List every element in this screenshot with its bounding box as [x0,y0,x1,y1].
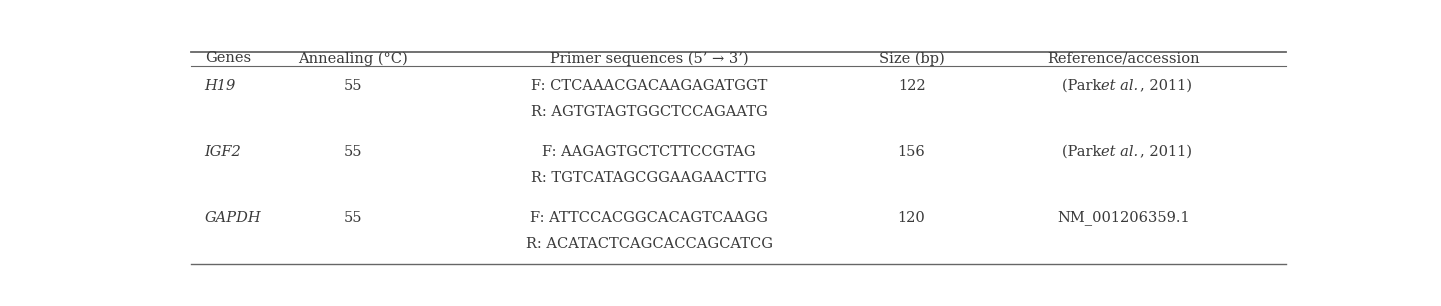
Text: 55: 55 [344,145,363,159]
Text: 122: 122 [898,79,925,93]
Text: Annealing (°C): Annealing (°C) [298,51,408,65]
Text: F: AAGAGTGCTCTTCCGTAG: F: AAGAGTGCTCTTCCGTAG [542,145,757,159]
Text: IGF2: IGF2 [205,145,242,159]
Text: R: AGTGTAGTGGCTCCAGAATG: R: AGTGTAGTGGCTCCAGAATG [530,105,768,119]
Text: et al.: et al. [1101,145,1138,159]
Text: F: ATTCCACGGCACAGTCAAGG: F: ATTCCACGGCACAGTCAAGG [530,211,768,225]
Text: et al.: et al. [1101,79,1138,93]
Text: Size (bp): Size (bp) [879,51,944,65]
Text: 55: 55 [344,79,363,93]
Text: (Park: (Park [1062,79,1107,93]
Text: Reference/accession: Reference/accession [1048,51,1200,65]
Text: R: TGTCATAGCGGAAGAACTTG: R: TGTCATAGCGGAAGAACTTG [532,171,767,185]
Text: NM_001206359.1: NM_001206359.1 [1058,211,1190,225]
Text: R: ACATACTCAGCACCAGCATCG: R: ACATACTCAGCACCAGCATCG [526,237,772,251]
Text: 156: 156 [898,145,925,159]
Text: Genes: Genes [205,51,251,65]
Text: , 2011): , 2011) [1140,79,1192,93]
Text: F: CTCAAACGACAAGAGATGGT: F: CTCAAACGACAAGAGATGGT [530,79,768,93]
Text: GAPDH: GAPDH [205,211,261,225]
Text: 55: 55 [344,211,363,225]
Text: , 2011): , 2011) [1140,145,1192,159]
Text: (Park: (Park [1062,145,1107,159]
Text: H19: H19 [205,79,236,93]
Text: Primer sequences (5’ → 3’): Primer sequences (5’ → 3’) [550,51,748,65]
Text: 120: 120 [898,211,925,225]
